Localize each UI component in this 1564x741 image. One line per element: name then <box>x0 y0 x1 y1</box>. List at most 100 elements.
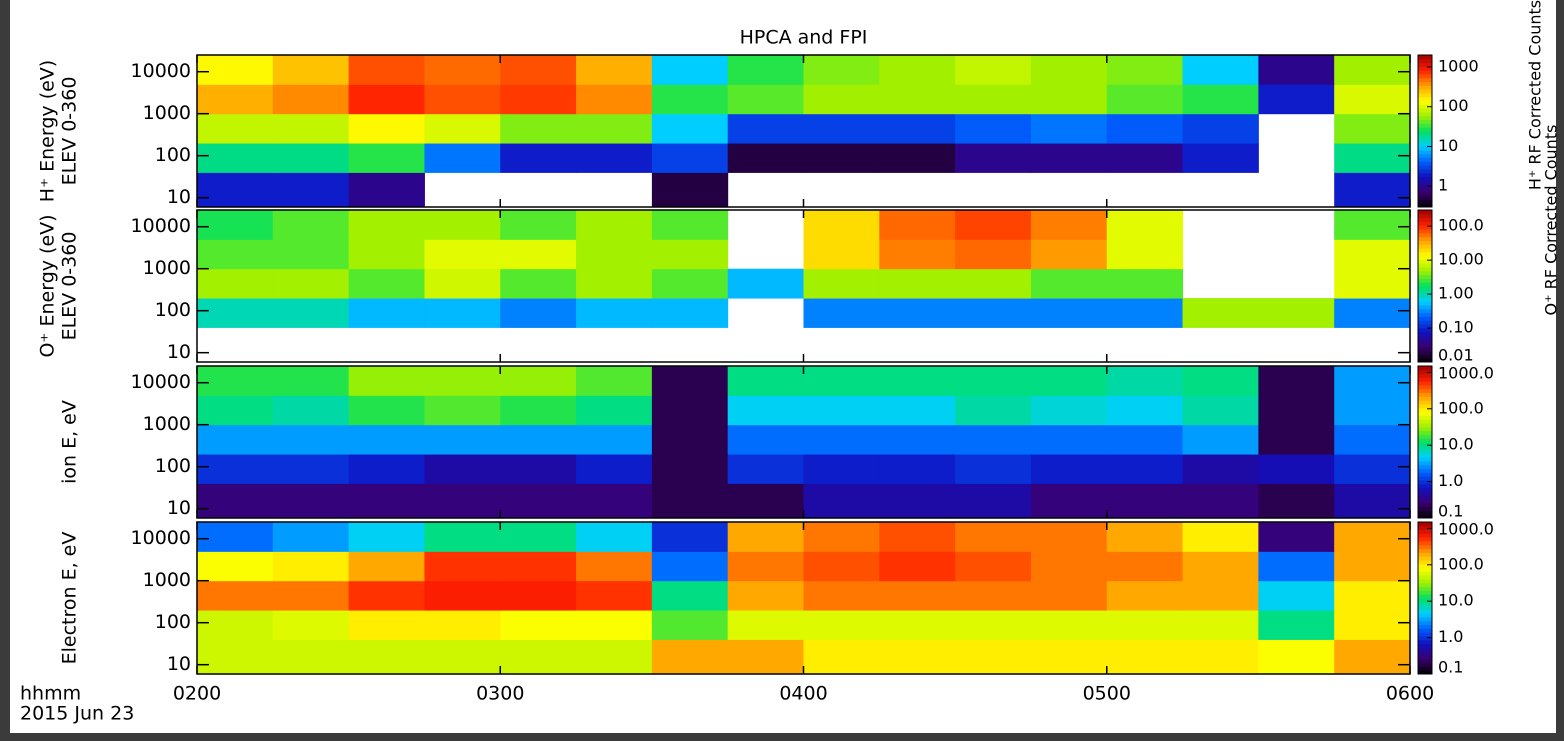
heatmap-cell <box>1030 580 1108 611</box>
heatmap-cell <box>197 239 274 270</box>
colorbar-segment <box>1418 476 1432 481</box>
heatmap-cell <box>1334 395 1411 426</box>
heatmap-cell <box>500 610 577 640</box>
heatmap-cell <box>955 610 1032 640</box>
y-axis-label: Electron E, eV <box>59 532 81 665</box>
colorbar-segment <box>1418 324 1432 329</box>
colorbar-tick-label: 0.1 <box>1438 658 1463 677</box>
heatmap-cell <box>1106 395 1184 426</box>
heatmap-cell <box>879 239 956 270</box>
heatmap-cell <box>727 395 804 426</box>
colorbar-segment <box>1418 464 1432 470</box>
heatmap-cell <box>1106 483 1184 519</box>
heatmap-cell <box>727 268 804 299</box>
colorbar-tick-label: 10.0 <box>1438 435 1474 454</box>
colorbar-segment <box>1418 240 1432 245</box>
x-axis-label: hhmm <box>20 683 81 705</box>
heatmap-cell <box>348 580 425 611</box>
heatmap-cell <box>955 580 1032 611</box>
heatmap-cell <box>500 268 577 299</box>
heatmap-cell <box>1258 84 1335 115</box>
heatmap-cell <box>803 239 880 270</box>
heatmap-cell <box>197 143 274 173</box>
heatmap-cell <box>424 143 501 173</box>
y-tick-label: 1000 <box>143 102 191 124</box>
colorbar-segment <box>1418 96 1432 102</box>
heatmap-cell <box>1258 580 1335 611</box>
heatmap-cell <box>500 454 577 484</box>
heatmap-cell <box>1182 395 1259 426</box>
colorbar-segment <box>1418 320 1432 325</box>
heatmap-cell <box>651 424 729 455</box>
colorbar-segment <box>1418 396 1432 401</box>
y-tick-label: 10 <box>167 497 191 519</box>
y-tick-label: 10000 <box>131 527 191 549</box>
heatmap-cell <box>1334 580 1411 611</box>
colorbar-segment <box>1418 251 1432 257</box>
colorbar-segment <box>1418 217 1432 222</box>
heatmap-cell <box>651 366 729 396</box>
colorbar-frame <box>1417 521 1433 675</box>
heatmap-cell <box>727 55 804 85</box>
colorbar-segment <box>1418 263 1432 268</box>
heatmap-cell <box>955 239 1032 270</box>
colorbar-segment <box>1418 165 1432 170</box>
heatmap-cell <box>348 268 425 299</box>
heatmap-cell <box>272 172 350 208</box>
colorbar-segment <box>1418 445 1432 451</box>
colorbar-segment <box>1418 350 1432 355</box>
heatmap-cell <box>348 239 425 270</box>
heatmap-cell <box>424 366 501 396</box>
colorbar-segment <box>1418 221 1432 226</box>
heatmap-cell <box>651 483 729 519</box>
heatmap-cell <box>1182 113 1259 144</box>
heatmap-cell <box>424 522 501 552</box>
colorbar-tick-label: 10.0 <box>1438 591 1474 610</box>
heatmap-cell <box>879 366 956 396</box>
heatmap-cell <box>500 298 577 328</box>
colorbar-segment <box>1418 636 1432 641</box>
heatmap-cell <box>576 395 653 426</box>
heatmap-cell <box>500 366 577 396</box>
heatmap-cell <box>1106 580 1184 611</box>
heatmap-cell <box>348 366 425 396</box>
colorbar-tick-label: 100 <box>1438 96 1469 115</box>
heatmap-cell <box>803 551 880 582</box>
colorbar-segment <box>1418 438 1432 443</box>
heatmap-cell <box>1182 143 1259 173</box>
heatmap-cell <box>1030 395 1108 426</box>
colorbar-segment <box>1418 373 1432 378</box>
heatmap-cell <box>727 522 804 552</box>
heatmap-cell <box>197 113 274 144</box>
heatmap-cell <box>424 454 501 484</box>
heatmap-cell <box>1182 522 1259 552</box>
colorbar-segment <box>1418 119 1432 124</box>
heatmap-cell <box>651 268 729 299</box>
y-axis-label: O⁺ Energy (eV) <box>37 214 59 357</box>
heatmap-cell <box>955 395 1032 426</box>
colorbar-segment <box>1418 199 1432 204</box>
colorbar-segment <box>1418 662 1432 667</box>
colorbar-segment <box>1418 74 1432 79</box>
heatmap-cell <box>1106 366 1184 396</box>
heatmap-cell <box>424 113 501 144</box>
colorbar-segment <box>1418 104 1432 109</box>
colorbar-segment <box>1418 316 1432 321</box>
y-tick-label: 100 <box>155 299 191 321</box>
heatmap-cell <box>879 84 956 115</box>
colorbar-segment <box>1418 495 1432 500</box>
colorbar-segment <box>1418 472 1432 477</box>
heatmap-cell <box>348 143 425 173</box>
heatmap-cell <box>1182 84 1259 115</box>
colorbar-segment <box>1418 461 1432 466</box>
colorbar-label: H⁺ RF Corrected Counts <box>1526 0 1545 190</box>
colorbar-tick-label: 1.0 <box>1438 471 1463 490</box>
colorbar-segment <box>1418 613 1432 618</box>
heatmap-cell <box>197 610 274 640</box>
heatmap-cell <box>803 454 880 484</box>
heatmap-cell <box>348 424 425 455</box>
heatmap-cell <box>500 551 577 582</box>
colorbar-tick-label: 1 <box>1438 176 1448 195</box>
colorbar-segment <box>1418 188 1432 193</box>
